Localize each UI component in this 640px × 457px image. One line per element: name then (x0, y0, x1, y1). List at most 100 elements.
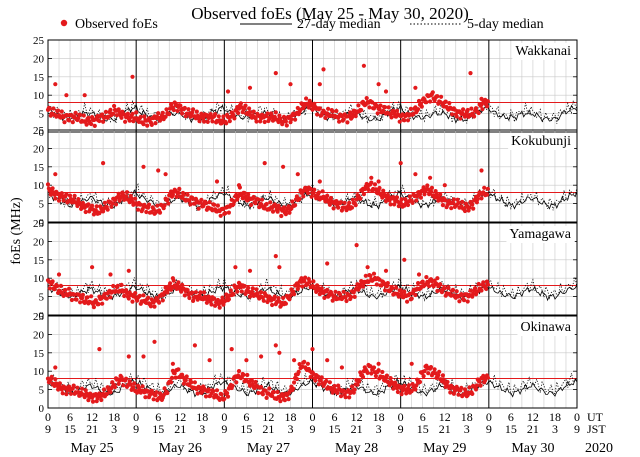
observed-point (127, 379, 132, 384)
observed-point (134, 110, 139, 115)
observed-point (110, 201, 115, 206)
observed-point (90, 203, 95, 208)
observed-point (407, 194, 412, 199)
jst-tick-label: 3 (376, 422, 382, 436)
observed-point (436, 373, 441, 378)
observed-point (352, 387, 357, 392)
observed-point (376, 368, 381, 373)
observed-point (77, 292, 82, 297)
observed-point (254, 287, 259, 292)
observed-point (424, 275, 429, 280)
observed-point (257, 205, 262, 210)
jst-tick-label: 3 (287, 422, 293, 436)
observed-point (462, 208, 468, 214)
observed-point (174, 194, 179, 199)
observed-point (365, 370, 370, 375)
observed-point (154, 390, 159, 395)
ut-tick-label: 18 (196, 410, 208, 424)
observed-point (394, 195, 400, 200)
observed-point (338, 200, 344, 205)
y-tick-label: 0 (39, 217, 45, 229)
observed-point (156, 168, 161, 173)
observed-point (160, 110, 165, 115)
ut-tick-label: 12 (439, 410, 451, 424)
observed-point (232, 116, 237, 121)
observed-point (234, 380, 239, 385)
observed-point (347, 200, 352, 205)
observed-point (64, 93, 69, 98)
observed-point (247, 294, 253, 299)
observed-point (317, 106, 322, 111)
observed-point (330, 298, 335, 303)
panel-frame (47, 129, 578, 223)
y-tick-label: 15 (33, 348, 45, 360)
station-label: Yamagawa (509, 227, 571, 242)
observed-point (325, 193, 330, 198)
observed-point (445, 379, 450, 385)
station-label-background (508, 133, 575, 150)
observed-point (126, 354, 131, 359)
observed-point (168, 281, 173, 286)
legend-observed-marker (60, 19, 68, 27)
observed-point (428, 175, 433, 180)
observed-point (396, 294, 401, 299)
y-tick-label: 25 (33, 218, 45, 230)
observed-point (416, 272, 422, 277)
observed-point (144, 209, 149, 215)
observed-point (316, 382, 321, 387)
observed-point (328, 195, 333, 201)
observed-point (78, 112, 83, 117)
x-axis: 0961512211830961512211830961512211830961… (45, 410, 613, 456)
observed-point (115, 283, 120, 288)
observed-point (129, 196, 134, 201)
observed-point (253, 379, 258, 385)
observed-point (325, 287, 330, 292)
observed-point (141, 164, 146, 169)
observed-point (247, 85, 253, 90)
jst-tick-label: 21 (527, 422, 539, 436)
observed-point (365, 265, 370, 270)
observed-point (178, 103, 183, 108)
observed-point (281, 164, 286, 169)
observed-point (190, 290, 195, 295)
observed-point (270, 393, 275, 398)
observed-point (242, 190, 247, 196)
observed-point (230, 383, 235, 388)
y-tick-label: 5 (39, 385, 45, 397)
observed-point (310, 347, 315, 352)
ut-tick-label: 18 (461, 410, 473, 424)
observed-point (398, 288, 403, 293)
observed-point (248, 202, 254, 208)
observed-point (100, 301, 105, 306)
observed-point (254, 119, 259, 124)
observed-point (226, 297, 231, 302)
observed-point (390, 286, 395, 291)
observed-point (288, 293, 293, 298)
observed-point (277, 265, 282, 270)
observed-point (485, 186, 490, 191)
observed-point (373, 373, 378, 379)
observed-point (458, 116, 463, 121)
observed-point (56, 108, 61, 113)
observed-point (255, 291, 260, 296)
observed-point (416, 107, 421, 112)
observed-point (222, 396, 227, 401)
observed-point (349, 294, 354, 300)
y-tick-label: 10 (33, 90, 45, 102)
day-label: May 26 (159, 441, 202, 456)
station-label: Wakkanai (515, 44, 571, 59)
observed-point (275, 389, 280, 395)
observed-point (319, 286, 324, 291)
observed-point (149, 122, 154, 127)
observed-point (273, 343, 278, 348)
observed-point (59, 191, 64, 196)
observed-point (398, 200, 403, 205)
observed-point (204, 300, 209, 305)
observed-point (291, 386, 296, 391)
observed-point (350, 197, 355, 202)
observed-point (443, 99, 448, 104)
observed-point (376, 361, 381, 366)
observed-point (281, 394, 286, 399)
station-label: Kokubunji (511, 134, 571, 149)
observed-point (64, 192, 69, 197)
